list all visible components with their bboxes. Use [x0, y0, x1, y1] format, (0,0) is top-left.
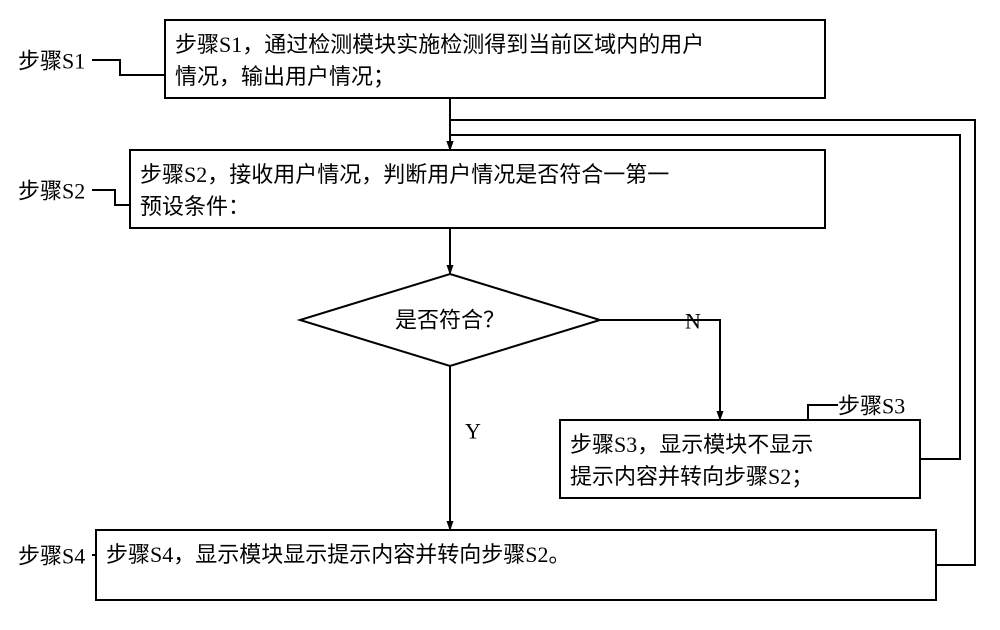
svg-text:步骤S4，显示模块显示提示内容并转向步骤S2。: 步骤S4，显示模块显示提示内容并转向步骤S2。: [106, 542, 570, 567]
svg-text:步骤S2，接收用户情况，判断用户情况是否符合一第一: 步骤S2，接收用户情况，判断用户情况是否符合一第一: [140, 162, 669, 187]
flowchart-canvas: 步骤S1，通过检测模块实施检测得到当前区域内的用户情况，输出用户情况； 步骤S2…: [0, 0, 1000, 630]
svg-text:预设条件：: 预设条件：: [140, 194, 250, 219]
svg-text:步骤S3: 步骤S3: [838, 394, 905, 419]
svg-text:情况，输出用户情况；: 情况，输出用户情况；: [175, 64, 395, 89]
svg-text:步骤S3，显示模块不显示: 步骤S3，显示模块不显示: [570, 432, 813, 457]
svg-text:步骤S4: 步骤S4: [18, 544, 85, 569]
svg-text:N: N: [685, 309, 701, 334]
svg-text:Y: Y: [465, 419, 481, 444]
svg-text:提示内容并转向步骤S2；: 提示内容并转向步骤S2；: [570, 464, 813, 489]
svg-text:步骤S2: 步骤S2: [18, 179, 85, 204]
svg-text:步骤S1，通过检测模块实施检测得到当前区域内的用户: 步骤S1，通过检测模块实施检测得到当前区域内的用户: [175, 32, 704, 57]
flowchart-svg: 步骤S1，通过检测模块实施检测得到当前区域内的用户情况，输出用户情况； 步骤S2…: [0, 0, 1000, 625]
svg-text:是否符合？: 是否符合？: [395, 308, 505, 333]
svg-text:步骤S1: 步骤S1: [18, 49, 85, 74]
